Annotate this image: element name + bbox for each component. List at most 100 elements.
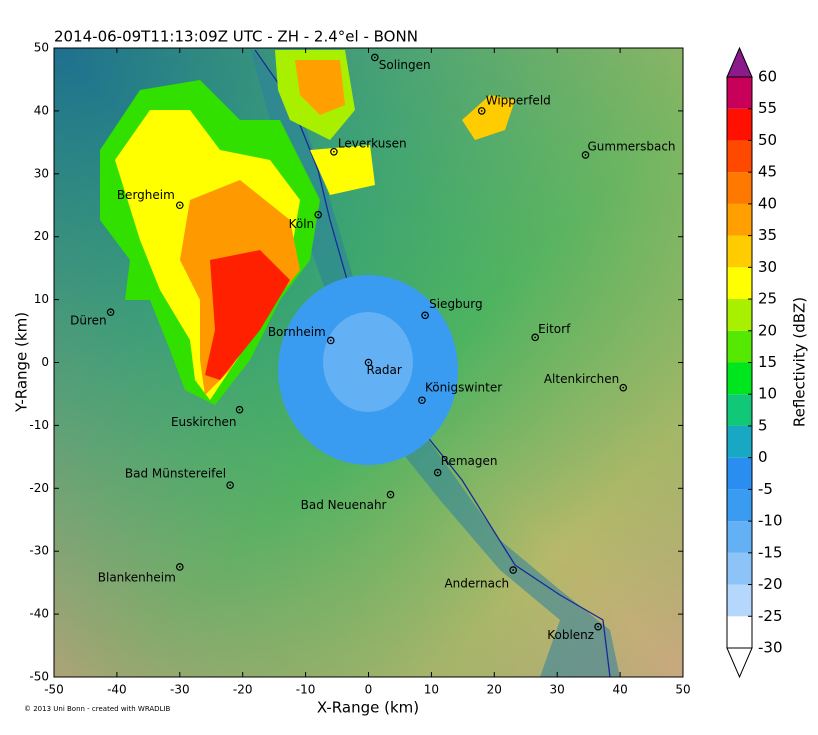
city-dot bbox=[597, 625, 599, 628]
city-marker bbox=[330, 147, 338, 156]
city-label: Düren bbox=[70, 314, 107, 328]
city-marker bbox=[326, 336, 335, 345]
city-marker bbox=[176, 563, 184, 571]
colorbar-tick-label: -25 bbox=[758, 607, 783, 625]
colorbar-label: Reflectivity (dBZ) bbox=[791, 297, 809, 427]
x-tick-label: -20 bbox=[233, 683, 253, 697]
city-label: Bergheim bbox=[117, 188, 175, 202]
y-tick-label: -30 bbox=[29, 544, 49, 558]
city-dot bbox=[389, 493, 392, 496]
colorbar-segment bbox=[727, 172, 752, 204]
colorbar-under bbox=[726, 647, 753, 679]
city-label: Siegburg bbox=[429, 297, 483, 311]
colorbar-segment bbox=[727, 267, 752, 300]
colorbar-tick-label: 35 bbox=[758, 226, 777, 244]
y-tick-label: 40 bbox=[34, 103, 49, 117]
colorbar-segment bbox=[727, 140, 752, 173]
city-label: Blankenheim bbox=[98, 570, 176, 584]
city-dot bbox=[622, 386, 625, 389]
colorbar-tick-label: -5 bbox=[758, 480, 773, 498]
city-label: Gummersbach bbox=[588, 139, 676, 153]
colorbar-segment bbox=[727, 235, 752, 268]
city-label: Euskirchen bbox=[171, 415, 237, 429]
colorbar-tick-label: -20 bbox=[758, 575, 783, 593]
city-marker bbox=[433, 468, 442, 477]
city-label: Altenkirchen bbox=[544, 372, 619, 386]
y-tick-label: 30 bbox=[34, 166, 49, 180]
city-marker bbox=[226, 481, 234, 489]
chart-title: 2014-06-09T11:13:09Z UTC - ZH - 2.4°el -… bbox=[54, 28, 418, 46]
city-dot bbox=[333, 150, 335, 153]
y-tick-label: -50 bbox=[29, 670, 49, 684]
x-tick-label: -50 bbox=[44, 683, 64, 697]
city-marker bbox=[106, 308, 115, 316]
colorbar-tick-label: 15 bbox=[758, 353, 777, 371]
colorbar-segment bbox=[727, 552, 752, 585]
x-tick-label: 0 bbox=[365, 683, 373, 697]
colorbar-segment bbox=[727, 108, 752, 141]
city-dot bbox=[178, 204, 181, 207]
city-label: Köln bbox=[289, 217, 315, 231]
city-marker bbox=[581, 151, 590, 159]
city-marker bbox=[418, 396, 426, 405]
x-tick-label: -30 bbox=[170, 683, 190, 697]
echo-wipperfeld bbox=[462, 95, 515, 140]
city-marker bbox=[370, 53, 379, 62]
colorbar-segment bbox=[727, 203, 752, 236]
colorbar-tick-label: 40 bbox=[758, 194, 777, 212]
echo-north-core bbox=[295, 60, 345, 115]
city-label: Wipperfeld bbox=[486, 93, 551, 107]
colorbar-tick-label: 45 bbox=[758, 163, 777, 181]
x-tick-label: 40 bbox=[612, 683, 627, 697]
colorbar-tick-label: 60 bbox=[758, 68, 777, 86]
city-dot bbox=[373, 56, 376, 59]
colorbar-tick-label: 30 bbox=[758, 258, 777, 276]
city-dot bbox=[109, 311, 112, 314]
y-tick-label: 20 bbox=[34, 229, 49, 243]
city-dot bbox=[512, 569, 515, 571]
city-dot bbox=[424, 314, 427, 317]
y-tick-label: 10 bbox=[34, 292, 49, 306]
echo-leverkusen bbox=[310, 145, 375, 195]
colorbar-tick-label: 50 bbox=[758, 131, 777, 149]
y-axis-label: Y-Range (km) bbox=[13, 312, 31, 413]
city-label: Radar bbox=[367, 363, 402, 377]
credit: © 2013 Uni Bonn - created with WRADLIB bbox=[24, 705, 171, 713]
echo-red bbox=[205, 250, 290, 380]
x-tick-label: 10 bbox=[424, 683, 439, 697]
colorbar-segment bbox=[727, 616, 752, 648]
city-dot bbox=[367, 361, 370, 364]
city-label: Bad Münstereifel bbox=[125, 467, 226, 481]
city-dot bbox=[421, 399, 423, 402]
colorbar-segment bbox=[727, 77, 752, 109]
city-marker bbox=[594, 622, 602, 631]
y-tick-label: -10 bbox=[29, 418, 49, 432]
city-dot bbox=[584, 154, 587, 156]
city-marker bbox=[235, 405, 244, 414]
colorbar-segment bbox=[727, 425, 752, 458]
city-dot bbox=[238, 408, 241, 411]
city-label: Bad Neuenahr bbox=[301, 498, 387, 512]
x-tick-label: 30 bbox=[550, 683, 565, 697]
x-tick-label: 20 bbox=[487, 683, 502, 697]
city-marker bbox=[314, 210, 322, 219]
colorbar-over bbox=[726, 46, 753, 78]
city-label: Königswinter bbox=[425, 381, 502, 395]
colorbar-tick-label: 55 bbox=[758, 99, 777, 117]
colorbar-tick-label: 10 bbox=[758, 385, 777, 403]
city-dot bbox=[436, 471, 439, 474]
colorbar-tick-label: -15 bbox=[758, 543, 783, 561]
x-tick-label: -10 bbox=[296, 683, 316, 697]
city-label: Koblenz bbox=[547, 628, 594, 642]
colorbar-tick-label: 25 bbox=[758, 290, 777, 308]
colorbar-tick-label: 0 bbox=[758, 448, 768, 466]
x-tick-label: 50 bbox=[675, 683, 690, 697]
city-label: Eitorf bbox=[538, 322, 571, 336]
y-tick-label: -20 bbox=[29, 481, 49, 495]
city-marker bbox=[364, 358, 373, 367]
colorbar-tick-label: -10 bbox=[758, 512, 783, 530]
city-dot bbox=[480, 110, 483, 112]
city-dot bbox=[178, 566, 181, 568]
colorbar-segment bbox=[727, 489, 752, 522]
